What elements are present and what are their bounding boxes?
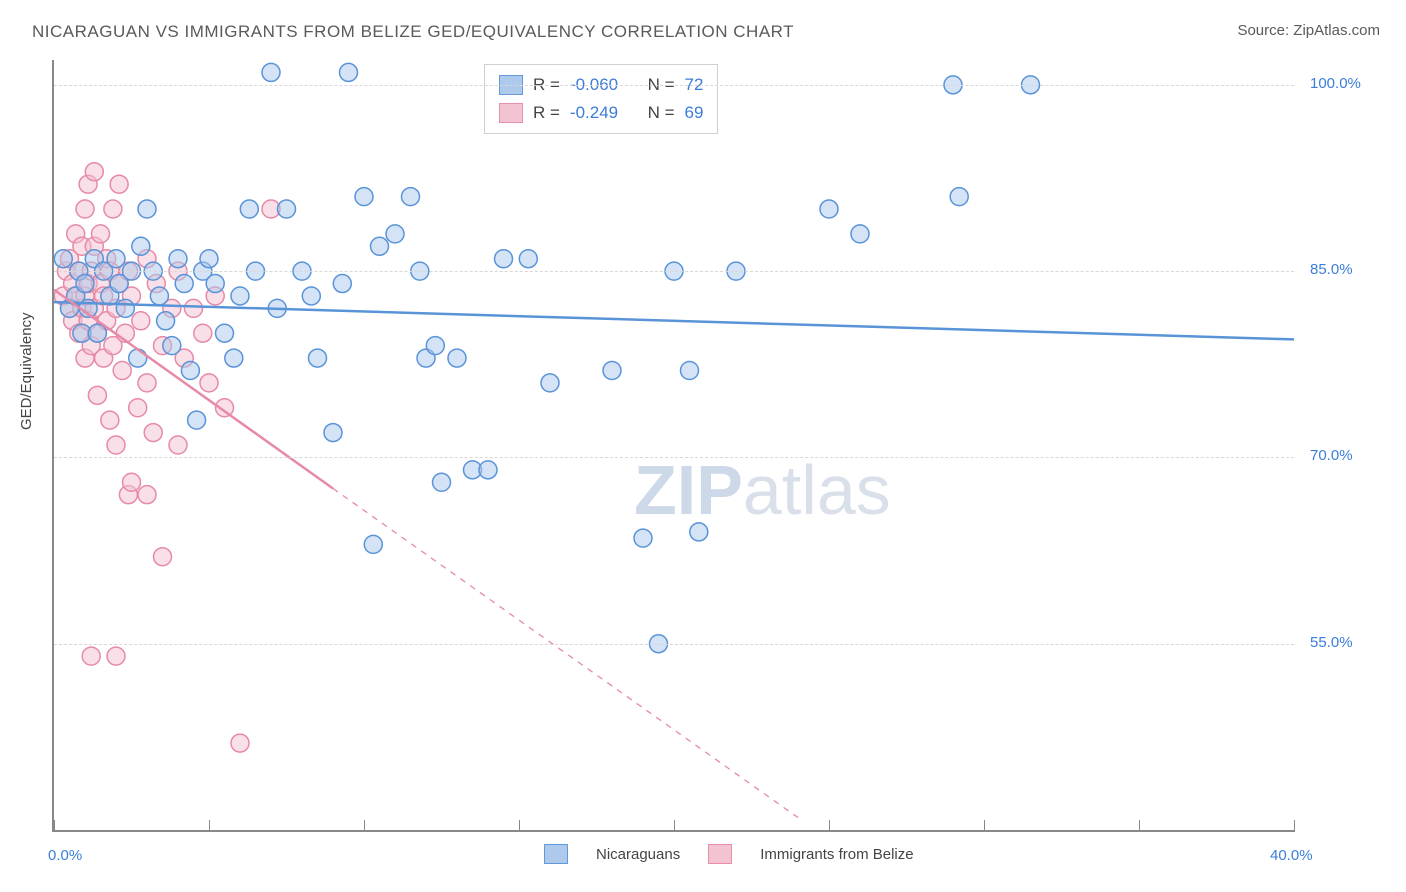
stats-box: R = -0.060 N = 72 R = -0.249 N = 69 <box>484 64 718 134</box>
gridline <box>54 85 1294 86</box>
y-tick-label: 70.0% <box>1310 447 1390 464</box>
r-label: R = <box>533 99 560 127</box>
y-tick-label: 55.0% <box>1310 634 1390 651</box>
x-tick <box>829 820 830 832</box>
legend-label-2: Immigrants from Belize <box>760 846 913 863</box>
x-tick-label: 0.0% <box>48 847 82 864</box>
gridline <box>54 457 1294 458</box>
plot-area: ZIPatlas R = -0.060 N = 72 R = -0.249 N … <box>52 60 1294 832</box>
chart-title: NICARAGUAN VS IMMIGRANTS FROM BELIZE GED… <box>32 22 794 42</box>
n-label: N = <box>648 99 675 127</box>
gridline <box>54 271 1294 272</box>
gridline <box>54 644 1294 645</box>
y-tick-label: 85.0% <box>1310 261 1390 278</box>
x-tick <box>1294 820 1295 832</box>
legend-swatch-2-icon <box>708 844 732 864</box>
x-tick <box>364 820 365 832</box>
x-tick <box>1139 820 1140 832</box>
source-label: Source: ZipAtlas.com <box>1237 22 1380 39</box>
chart-canvas <box>54 60 1294 830</box>
x-tick <box>519 820 520 832</box>
y-tick-label: 100.0% <box>1310 75 1390 92</box>
swatch-pink-icon <box>499 103 523 123</box>
y-axis-title: GED/Equivalency <box>18 312 35 430</box>
r-value-2: -0.249 <box>570 99 618 127</box>
stats-row-2: R = -0.249 N = 69 <box>499 99 703 127</box>
legend-swatch-1-icon <box>544 844 568 864</box>
x-tick <box>209 820 210 832</box>
x-tick <box>984 820 985 832</box>
x-tick <box>54 820 55 832</box>
x-tick <box>674 820 675 832</box>
n-value-2: 69 <box>685 99 704 127</box>
bottom-legend: Nicaraguans Immigrants from Belize <box>544 844 914 864</box>
x-tick-label: 40.0% <box>1270 847 1313 864</box>
legend-label-1: Nicaraguans <box>596 846 680 863</box>
